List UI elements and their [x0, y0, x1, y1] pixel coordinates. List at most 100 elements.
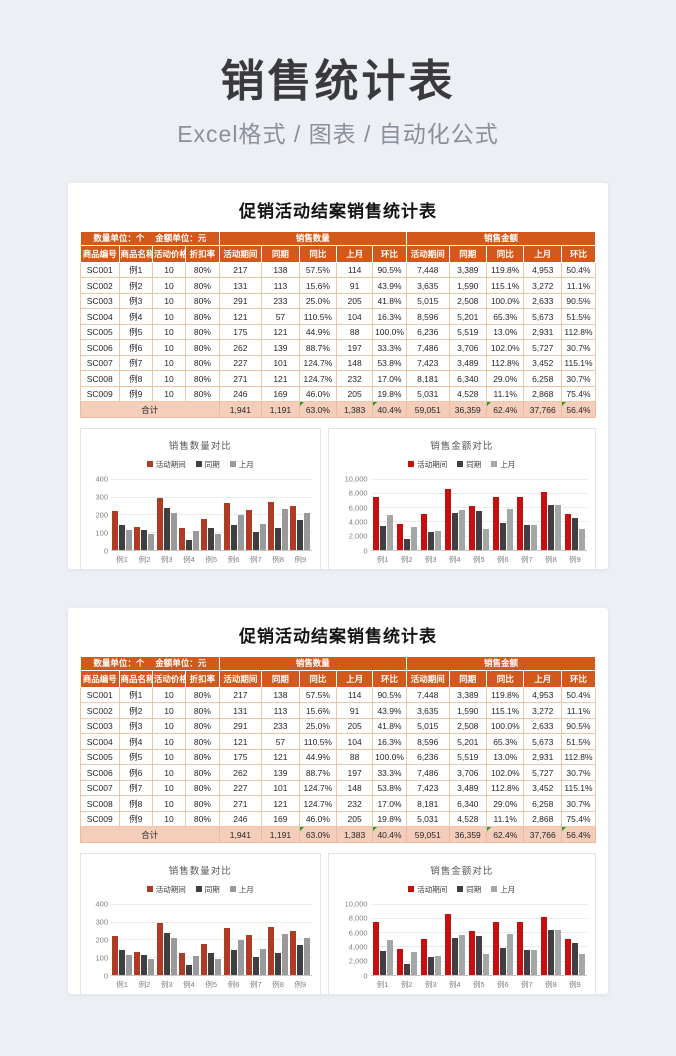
table-cell: 100.0% — [372, 748, 407, 766]
table-cell: 29.0% — [486, 795, 525, 812]
table-cell: 5,015 — [405, 292, 450, 310]
table-cell: 10 — [151, 779, 187, 797]
bar — [112, 936, 119, 975]
table-cell: 217 — [218, 261, 263, 279]
gridline — [111, 496, 312, 498]
table-cell: 75.4% — [560, 810, 597, 828]
plot-area: 10,000 8,000 6,000 4,000 2,000 0 — [329, 899, 595, 980]
y-tick-label: 100 — [95, 528, 108, 538]
bar — [434, 956, 441, 975]
table-cell: 139 — [261, 339, 300, 356]
bar — [372, 496, 379, 550]
bar — [492, 496, 499, 550]
table-cell: 10 — [151, 810, 187, 828]
table-cell: 10 — [151, 261, 187, 279]
col-header: 活动期间 — [405, 244, 450, 263]
bar — [297, 944, 304, 975]
table-cell: 80% — [185, 370, 220, 387]
bar — [215, 534, 222, 550]
bar — [379, 525, 386, 550]
table-cell: 110.5% — [298, 733, 338, 750]
bar — [420, 514, 427, 550]
total-cell: 63.0% — [298, 826, 338, 843]
y-tick-label: 2,000 — [348, 956, 368, 966]
bar — [112, 511, 119, 550]
bar — [540, 491, 547, 550]
table-cell: 124.7% — [298, 354, 338, 372]
bar — [141, 529, 148, 550]
table-cell: 3,272 — [523, 702, 562, 719]
table-cell: 43.9% — [372, 277, 407, 294]
bar — [578, 954, 585, 975]
bar — [564, 514, 571, 550]
col-header: 环比 — [560, 669, 597, 688]
chart-title: 销售金额对比 — [430, 440, 494, 452]
bar-group — [420, 479, 441, 550]
bar-group — [540, 904, 561, 975]
plot — [370, 903, 587, 976]
table-cell: 57.5% — [298, 261, 338, 279]
table-cell: 291 — [218, 292, 263, 310]
unit-note: 数量单位：个 金额单位：元 — [80, 655, 220, 671]
qty-comparison-chart: 销售数量对比 活动期间 同期 上月 400 300 200 100 0 例1 例2 例3 例4 例5 例6 例… — [80, 427, 321, 569]
table-row: SC008 例8 10 80% 271 121 124.7% 232 17.0% 8,181 6,3… — [80, 795, 597, 812]
table-cell: SC004 — [80, 308, 120, 325]
x-tick-label: 例4 — [183, 554, 195, 564]
table-cell: 262 — [218, 339, 263, 356]
table-cell: 90.5% — [560, 292, 597, 310]
table-cell: 10 — [151, 686, 187, 704]
plot — [370, 478, 587, 551]
bar-group — [156, 479, 177, 550]
bar — [530, 525, 537, 550]
bar-group — [564, 479, 585, 550]
table-cell: 51.5% — [560, 733, 597, 750]
table-cell: SC008 — [80, 795, 120, 812]
col-header: 上月 — [523, 669, 562, 688]
table-cell: 13.0% — [486, 748, 525, 766]
table-cell: 10 — [151, 795, 187, 812]
bar — [403, 963, 410, 975]
charts-row: 销售数量对比 活动期间 同期 上月 400 300 200 100 0 例1 例2 例3 例4 例5 例6 例… — [80, 427, 596, 569]
table-cell: SC008 — [80, 370, 120, 387]
table-cell: 51.5% — [560, 308, 597, 325]
bar — [245, 934, 252, 975]
table-cell: 88 — [336, 323, 374, 341]
x-tick-label: 例7 — [521, 554, 533, 564]
bar — [451, 512, 458, 550]
x-tick-label: 例5 — [472, 979, 485, 989]
table-row: SC003 例3 10 80% 291 233 25.0% 205 41.8% 5,015 2,50… — [80, 292, 597, 310]
x-tick-label: 例3 — [424, 554, 437, 564]
bar — [201, 518, 208, 550]
bar — [237, 514, 244, 550]
col-header: 同期 — [261, 244, 300, 263]
bar — [170, 513, 177, 550]
col-header: 活动价格 — [151, 669, 187, 688]
table-cell: 124.7% — [298, 779, 338, 797]
table-cell: 44.9% — [298, 748, 338, 766]
legend-item: 活动期间 — [408, 884, 447, 895]
table-cell: 例8 — [118, 370, 153, 387]
y-tick-label: 300 — [95, 492, 108, 502]
legend-swatch — [457, 886, 464, 893]
table-row: SC002 例2 10 80% 131 113 15.6% 91 43.9% 3,635 1,590… — [80, 702, 597, 719]
y-tick-label: 100 — [95, 953, 108, 963]
table-cell: 80% — [185, 748, 220, 766]
bar-group — [444, 479, 465, 550]
bar — [571, 517, 578, 550]
table-cell: 205 — [336, 385, 374, 403]
sales-table: 数量单位：个 金额单位：元 销售数量 销售金额 商品编号 商品名称 活动价格 折… — [80, 230, 597, 418]
table-cell: 10 — [151, 733, 187, 750]
bar — [499, 523, 506, 550]
table-cell: 119.8% — [486, 686, 525, 704]
x-tick-label: 例2 — [400, 979, 413, 989]
table-cell: 7,448 — [405, 686, 450, 704]
bar — [386, 939, 393, 975]
table-cell: 80% — [185, 354, 220, 372]
total-cell: 59,051 — [405, 826, 450, 843]
table-cell: 227 — [218, 779, 263, 797]
x-tick-label: 例1 — [116, 554, 128, 564]
table-cell: 114 — [336, 261, 374, 279]
bar-group — [178, 479, 199, 550]
x-tick-label: 例1 — [376, 554, 389, 564]
x-tick-label: 例9 — [569, 979, 581, 989]
